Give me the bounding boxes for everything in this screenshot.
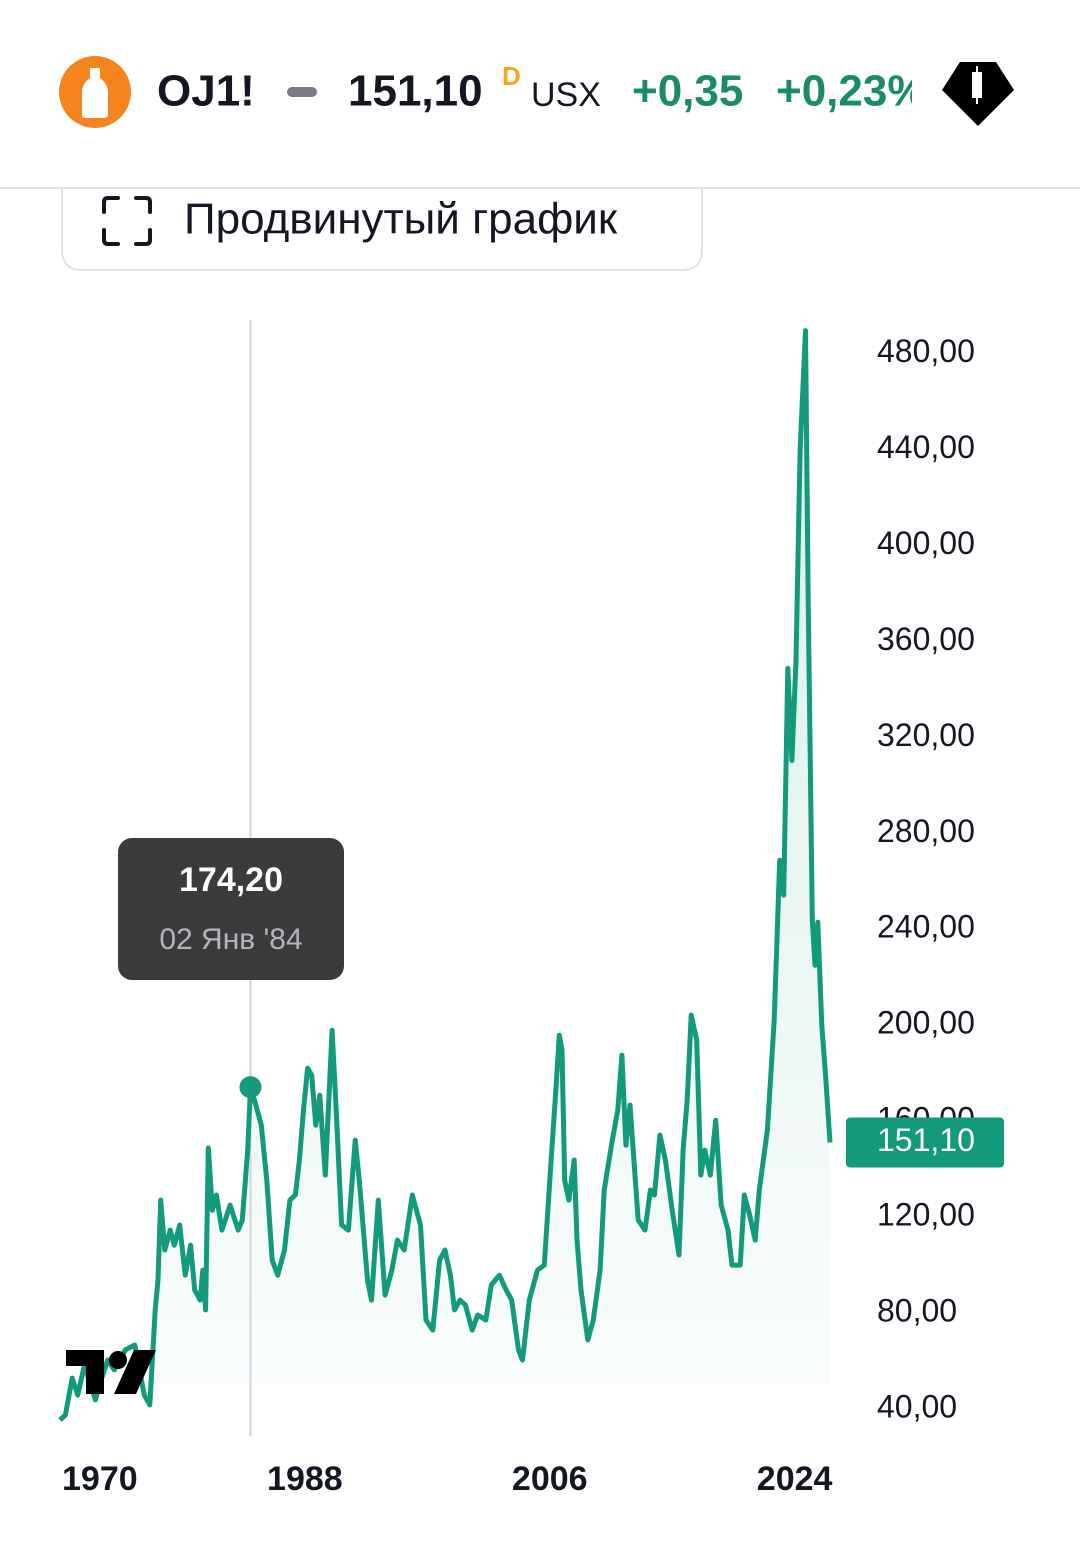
y-tick-label: 440,00: [877, 429, 975, 465]
last-value-label: 151,10: [877, 1122, 975, 1158]
chart: 40,0080,00120,00160,00200,00240,00280,00…: [58, 320, 1004, 1498]
price: 151,10: [348, 67, 483, 116]
change-pct: +0,23%: [776, 67, 926, 116]
y-tick-label: 360,00: [877, 621, 975, 657]
x-tick-label: 1988: [267, 1460, 343, 1498]
hover-point: [239, 1076, 262, 1099]
x-tick-label: 1970: [62, 1460, 138, 1498]
tv-logo-v: [114, 1350, 156, 1394]
last-value-badge: [846, 1117, 1004, 1168]
change: +0,35: [632, 67, 743, 116]
badge-wick: [976, 66, 978, 104]
tv-logo: [66, 1350, 156, 1394]
symbol: OJ1!: [157, 67, 255, 116]
area-fill: [60, 330, 830, 1421]
x-tick-label: 2006: [512, 1460, 588, 1498]
tv-logo-dot: [109, 1351, 127, 1369]
y-tick-label: 40,00: [877, 1388, 957, 1424]
y-tick-label: 120,00: [877, 1197, 975, 1233]
price-line: [58, 328, 833, 1422]
change-pct-clip: +0,23%: [776, 67, 926, 116]
price-flag: D: [502, 61, 521, 91]
advanced-chart-button[interactable]: Продвинутый график: [61, 188, 703, 271]
y-tick-label: 400,00: [877, 525, 975, 561]
x-tick-label: 2024: [757, 1460, 833, 1498]
y-tick-label: 320,00: [877, 717, 975, 753]
tooltip-box: [118, 838, 344, 980]
tooltip-value: 174,20: [179, 861, 283, 899]
y-tick-label: 240,00: [877, 909, 975, 945]
bottle-icon: [82, 68, 108, 118]
y-tick-label: 280,00: [877, 813, 975, 849]
currency: USX: [531, 76, 601, 114]
tv-logo-t: [66, 1350, 104, 1394]
button-label: Продвинутый график: [184, 195, 618, 244]
badge-icon[interactable]: [942, 62, 1014, 126]
status-dash: [287, 87, 317, 97]
y-tick-label: 480,00: [877, 333, 975, 369]
header: OJ1! 151,10 D USX +0,35 +0,23%: [59, 56, 1014, 128]
fullscreen-icon: [102, 196, 152, 246]
tooltip-date: 02 Янв '84: [159, 923, 302, 956]
y-tick-label: 80,00: [877, 1293, 957, 1329]
header-separator: [0, 187, 1080, 189]
button-frame: [61, 188, 703, 271]
y-tick-label: 200,00: [877, 1005, 975, 1041]
